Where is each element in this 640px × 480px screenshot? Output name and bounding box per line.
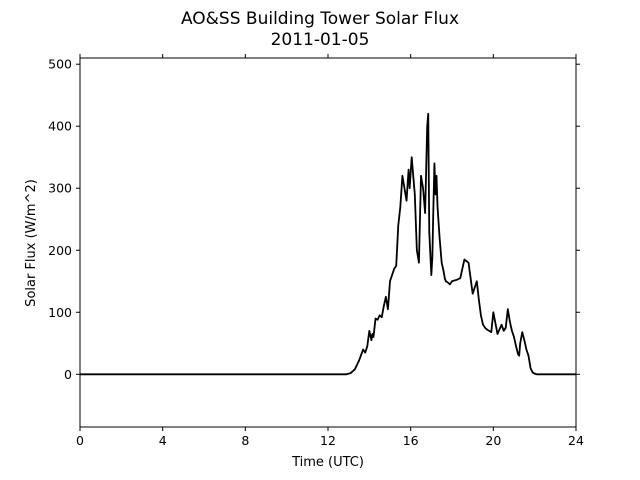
x-tick-label: 4: [159, 433, 167, 448]
chart-subtitle: 2011-01-05: [271, 30, 370, 50]
y-tick-label: 200: [48, 243, 72, 258]
x-tick-label: 0: [76, 433, 84, 448]
y-tick-label: 300: [48, 181, 72, 196]
x-tick-label: 16: [403, 433, 419, 448]
plot-frame: [79, 57, 577, 428]
y-axis: 0 100 200 300 400 500: [48, 57, 580, 382]
x-axis-label: Time (UTC): [291, 455, 364, 470]
y-tick-label: 0: [64, 367, 72, 382]
x-axis: 0 4 8 12 16 20 24: [76, 54, 584, 448]
x-tick-label: 8: [241, 433, 249, 448]
x-tick-label: 24: [568, 433, 584, 448]
y-axis-label: Solar Flux (W/m^2): [24, 179, 39, 307]
x-tick-label: 12: [320, 433, 336, 448]
plot-area: [80, 112, 576, 376]
series-line-0: [80, 112, 576, 376]
y-tick-label: 100: [48, 305, 72, 320]
x-tick-label: 20: [485, 433, 501, 448]
y-tick-label: 500: [48, 57, 72, 72]
chart-title: AO&SS Building Tower Solar Flux: [181, 9, 459, 29]
y-tick-label: 400: [48, 119, 72, 134]
